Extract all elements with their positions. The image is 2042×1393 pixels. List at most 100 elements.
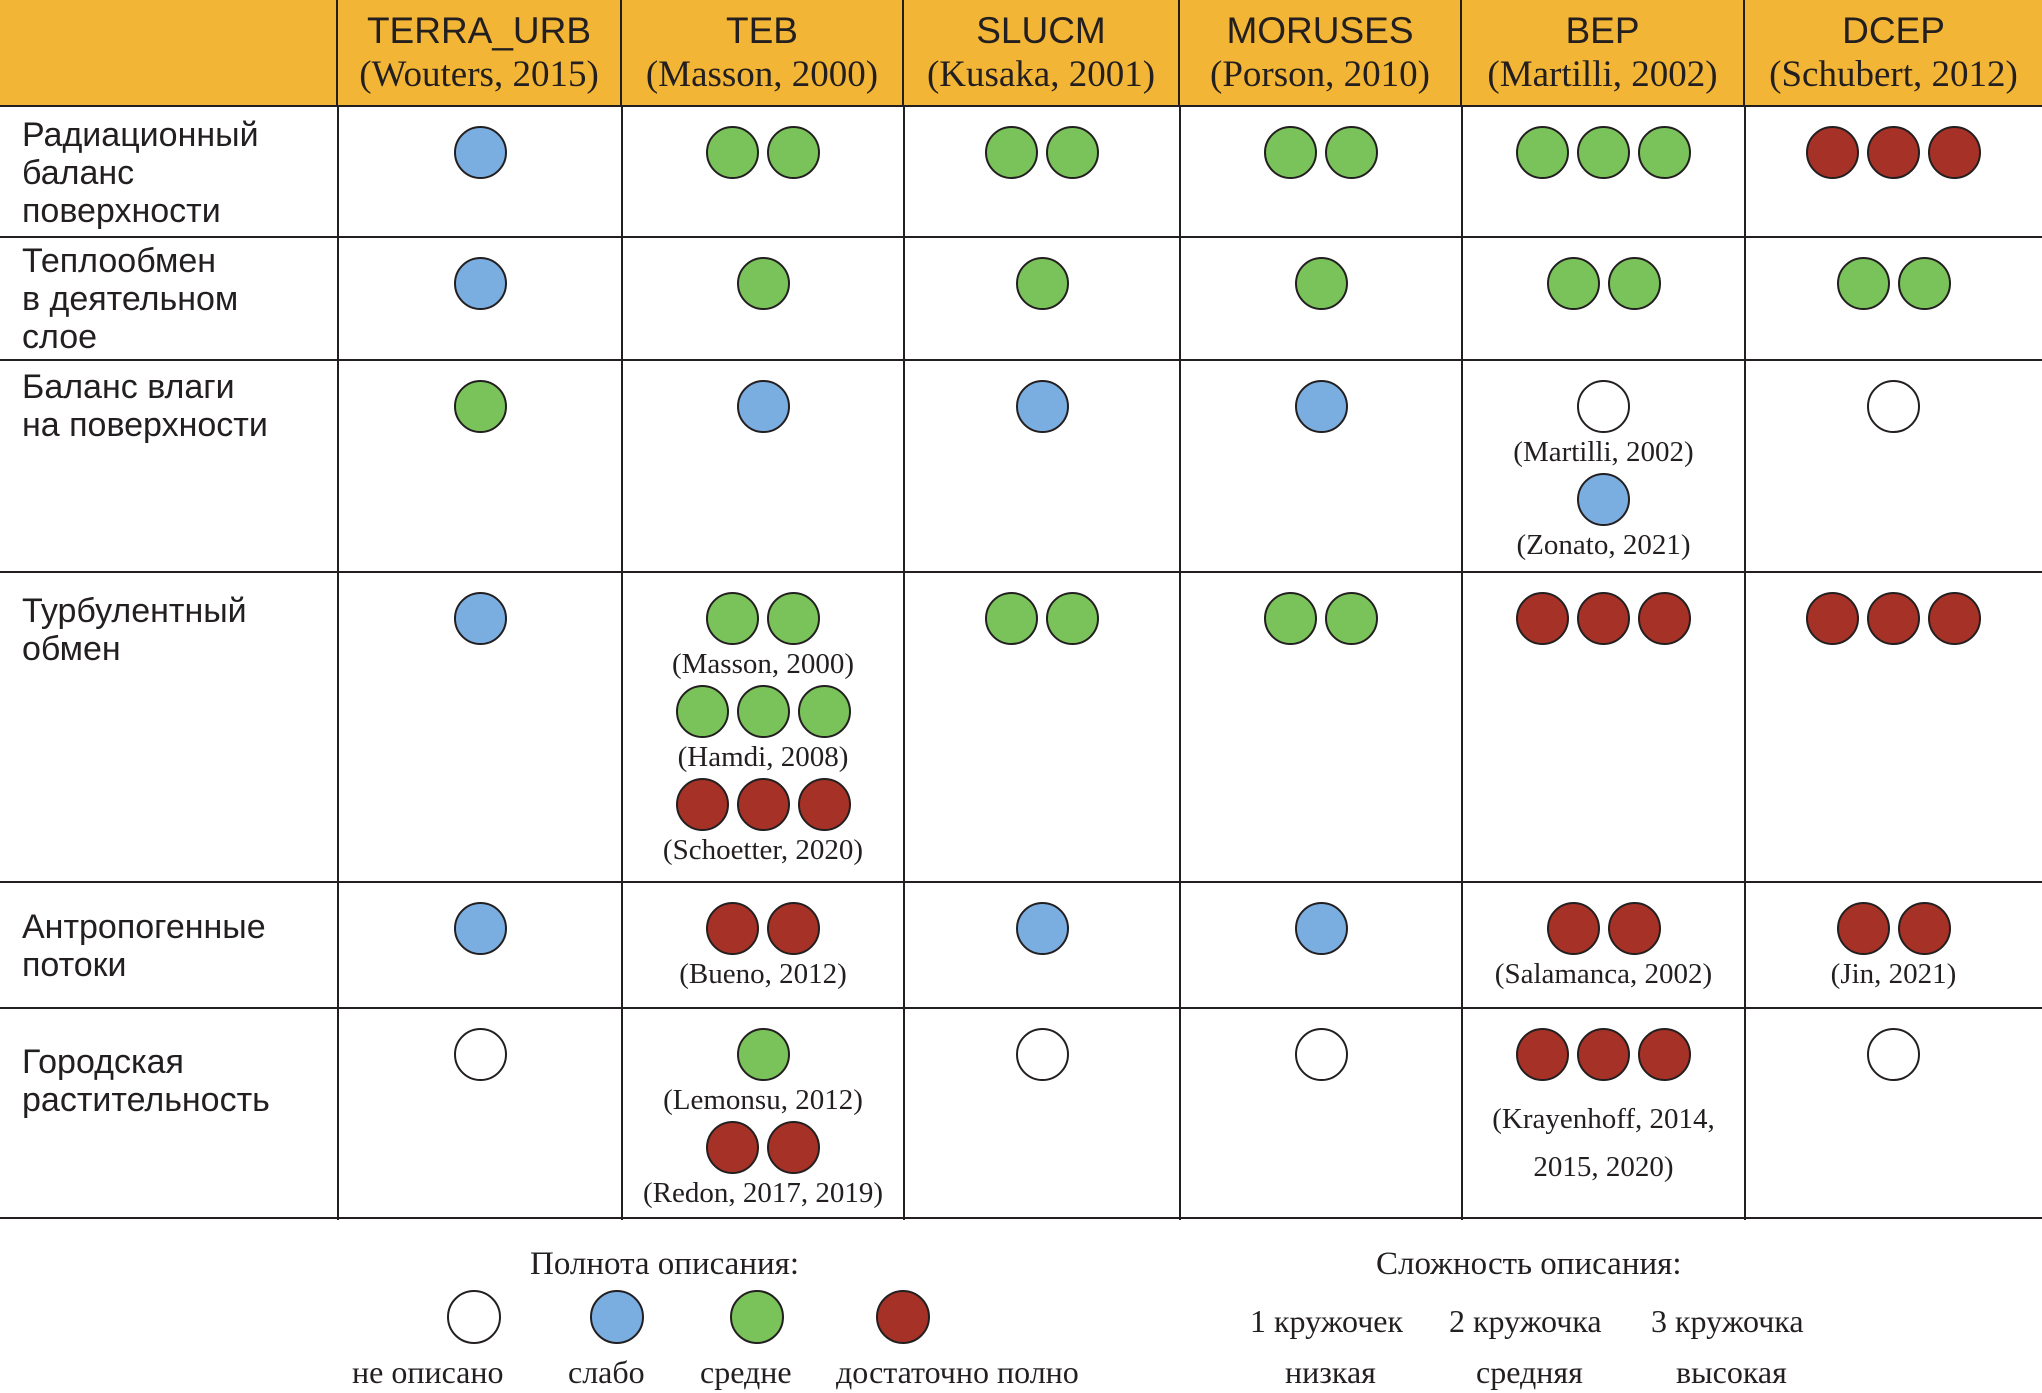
rating-dots — [706, 902, 820, 955]
column-reference: (Kusaka, 2001) — [926, 54, 1156, 95]
row-label: Турбулентный обмен — [22, 592, 247, 668]
rating-dot-mid — [736, 257, 790, 310]
rating-dot-weak — [736, 380, 790, 433]
rating-dot-weak — [453, 126, 507, 179]
rating-dot-mid — [1836, 257, 1890, 310]
table-cell: (Bueno, 2012) — [622, 902, 904, 995]
table-cell — [1180, 380, 1462, 433]
rating-dots — [1015, 257, 1069, 310]
cell-reference: (Lemonsu, 2012) — [663, 1084, 863, 1116]
rating-dots — [1294, 902, 1348, 955]
rating-dot-mid — [1264, 592, 1317, 645]
table-cell — [622, 380, 904, 433]
rating-dot-none — [1867, 380, 1920, 433]
legend-dot-weak — [590, 1290, 644, 1344]
rating-dot-full — [1577, 1028, 1630, 1081]
legend-complexity-count-1: 1 кружочек — [1250, 1303, 1404, 1339]
rating-dot-mid — [1264, 126, 1317, 179]
table-cell — [1462, 257, 1745, 310]
rating-dot-full — [797, 778, 851, 831]
legend-complexity-level-2: средняя — [1476, 1354, 1583, 1390]
column-name: TEB — [726, 10, 798, 51]
rating-dot-full — [1867, 592, 1920, 645]
table-cell — [1180, 902, 1462, 955]
header-corner — [0, 0, 338, 106]
rating-dots — [1516, 592, 1691, 645]
column-reference: (Masson, 2000) — [645, 54, 879, 95]
cell-reference: (Martilli, 2002) — [1513, 436, 1694, 468]
rating-dot-weak — [453, 902, 507, 955]
rating-dots — [1836, 902, 1951, 955]
legend-dot-none — [447, 1290, 501, 1344]
grid-vertical-line — [1179, 106, 1181, 1220]
rating-dot-full — [706, 902, 759, 955]
grid-horizontal-line — [0, 105, 2042, 107]
table-cell — [1745, 257, 2042, 310]
table-cell: (Lemonsu, 2012) (Redon, 2017, 2019) — [622, 1028, 904, 1214]
legend-label-weak: слабо — [568, 1354, 645, 1390]
rating-dot-weak — [1015, 902, 1069, 955]
rating-dot-mid — [1516, 126, 1569, 179]
rating-dot-mid — [1046, 592, 1099, 645]
table-cell — [338, 126, 622, 179]
rating-dot-none — [1015, 1028, 1069, 1081]
rating-dot-full — [1928, 126, 1981, 179]
column-header-bep: BEP (Martilli, 2002) — [1462, 0, 1745, 106]
rating-dots — [453, 126, 507, 179]
grid-horizontal-line — [0, 1217, 2042, 1219]
table-cell — [904, 902, 1180, 955]
table-cell: (Martilli, 2002) (Zonato, 2021) — [1462, 380, 1745, 566]
legend-completeness-title: Полнота описания: — [530, 1246, 799, 1282]
rating-dot-mid — [1897, 257, 1951, 310]
rating-dot-mid — [706, 126, 759, 179]
rating-dots — [1516, 1028, 1691, 1081]
rating-dots — [1577, 473, 1630, 526]
rating-dots — [1516, 126, 1691, 179]
table-cell — [622, 257, 904, 310]
grid-vertical-line — [903, 106, 905, 1220]
rating-dot-full — [1577, 592, 1630, 645]
rating-dot-full — [706, 1121, 759, 1174]
column-reference: (Wouters, 2015) — [359, 54, 599, 95]
rating-dot-mid — [985, 592, 1038, 645]
rating-dots — [1546, 257, 1661, 310]
rating-dots — [706, 126, 820, 179]
rating-dots — [985, 592, 1099, 645]
rating-dots — [1577, 380, 1630, 433]
column-header-teb: TEB (Masson, 2000) — [622, 0, 904, 106]
row-label: Теплообмен в деятельном слое — [22, 242, 239, 356]
table-cell — [1180, 1028, 1462, 1081]
rating-dot-weak — [453, 592, 507, 645]
table-cell — [1745, 1028, 2042, 1081]
rating-dots — [985, 126, 1099, 179]
table-cell: (Masson, 2000) (Hamdi, 2008) (Schoetter, 2… — [622, 592, 904, 871]
table-cell — [338, 592, 622, 645]
cell-reference: (Hamdi, 2008) — [677, 741, 849, 773]
column-reference: (Martilli, 2002) — [1487, 54, 1718, 95]
rating-dots — [1294, 257, 1348, 310]
rating-dot-full — [1516, 592, 1569, 645]
table-cell — [338, 902, 622, 955]
column-name: MORUSES — [1226, 10, 1414, 51]
rating-dot-full — [1638, 1028, 1691, 1081]
legend-label-mid: средне — [700, 1354, 792, 1390]
grid-horizontal-line — [0, 359, 2042, 361]
table-cell — [622, 126, 904, 179]
grid-horizontal-line — [0, 881, 2042, 883]
rating-dots — [1015, 1028, 1069, 1081]
table-cell — [338, 257, 622, 310]
rating-dot-mid — [1638, 126, 1691, 179]
cell-reference: (Masson, 2000) — [671, 648, 855, 680]
rating-dot-none — [1867, 1028, 1920, 1081]
rating-dot-full — [767, 1121, 820, 1174]
table-cell — [338, 1028, 622, 1081]
table-cell — [904, 126, 1180, 179]
rating-dot-weak — [1294, 902, 1348, 955]
rating-dot-full — [1806, 126, 1859, 179]
rating-dots — [675, 778, 851, 831]
cell-reference: (Redon, 2017, 2019) — [642, 1177, 884, 1209]
rating-dot-mid — [675, 685, 729, 738]
rating-dot-mid — [1325, 592, 1378, 645]
rating-dots — [1294, 1028, 1348, 1081]
column-name: BEP — [1565, 10, 1640, 51]
